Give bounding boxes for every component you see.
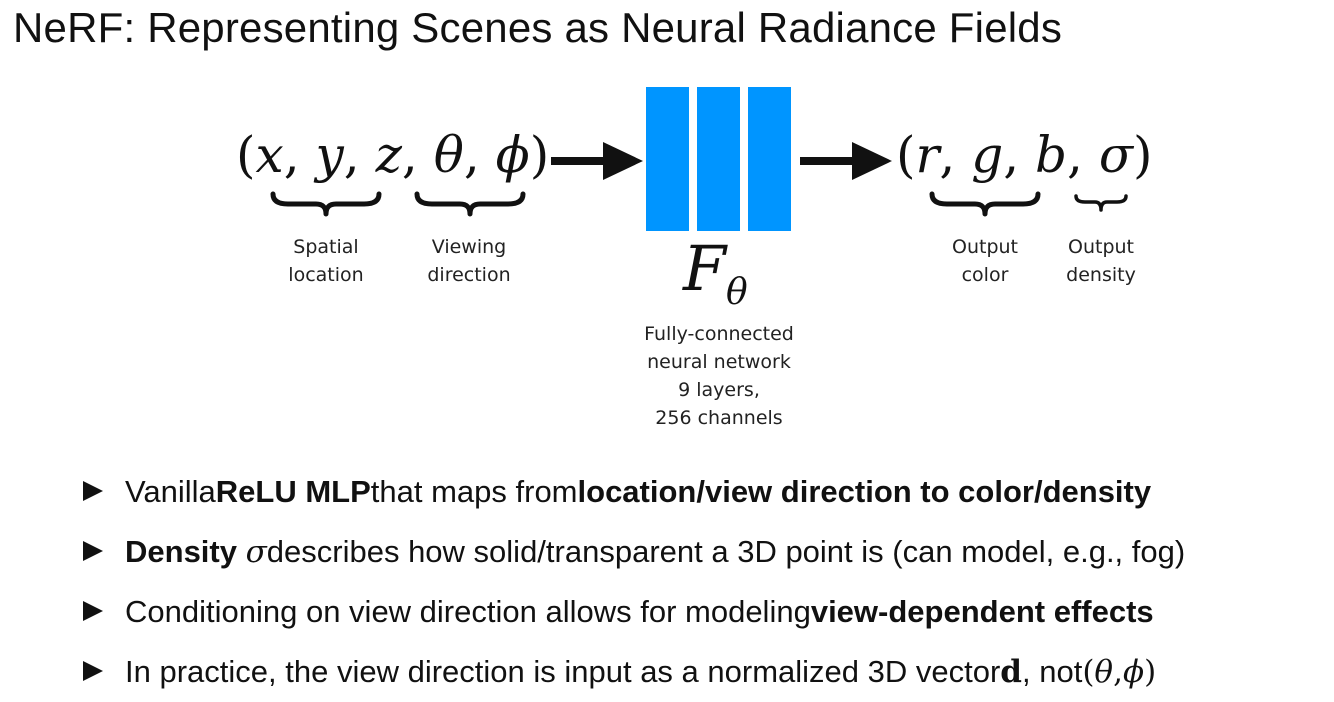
output-b: b [1035,126,1068,184]
output-r: r [915,126,940,184]
label-spatial-location: Spatial location [288,236,364,286]
output-close-paren: ) [1132,126,1153,184]
brace-spatial-location [270,191,382,217]
input-comma-3: , [401,126,434,184]
input-z: z [375,126,402,184]
bullet-list: Vanilla ReLU MLP that maps from location… [83,462,1185,702]
input-close-paren: ) [529,126,550,184]
label-viewing-direction: Viewing direction [427,236,511,286]
network-description: Fully-connected neural network 9 layers,… [644,323,794,429]
input-comma-4: , [463,126,496,184]
output-tuple: (r, g, b, σ) [896,126,1153,184]
output-comma-2: , [1003,126,1036,184]
output-comma-3: , [1067,126,1099,184]
output-g: g [971,126,1004,184]
network-layer-bar-2 [697,87,740,231]
label-output-color: Output color [952,236,1018,286]
bullet-item: Density σ describes how solid/transparen… [83,522,1185,582]
slide-title: NeRF: Representing Scenes as Neural Radi… [13,4,1063,51]
input-tuple: (x, y, z, θ, ϕ) [236,126,549,184]
input-open-paren: ( [236,126,256,184]
input-comma-2: , [343,126,376,184]
output-sigma: σ [1098,126,1133,184]
bullet-triangle-icon [83,481,103,501]
input-x: x [255,126,284,184]
bullet-triangle-icon [83,601,103,621]
bullet-item: Vanilla ReLU MLP that maps from location… [83,462,1185,522]
brace-output-color [929,191,1041,217]
bullet-item: Conditioning on view direction allows fo… [83,582,1185,642]
input-y: y [315,126,344,184]
output-comma-1: , [939,126,972,184]
brace-output-density [1074,194,1128,212]
bullet-triangle-icon [83,661,103,681]
network-layer-bar-3 [748,87,791,231]
bullet-item: In practice, the view direction is input… [83,642,1185,702]
network-symbol: Fθ [683,232,748,313]
network-layer-bar-1 [646,87,689,231]
input-phi: ϕ [495,126,530,184]
input-theta: θ [433,126,464,184]
input-comma-1: , [283,126,316,184]
bullet-triangle-icon [83,541,103,561]
brace-viewing-direction [414,191,526,217]
label-output-density: Output density [1066,236,1136,286]
output-open-paren: ( [896,126,916,184]
